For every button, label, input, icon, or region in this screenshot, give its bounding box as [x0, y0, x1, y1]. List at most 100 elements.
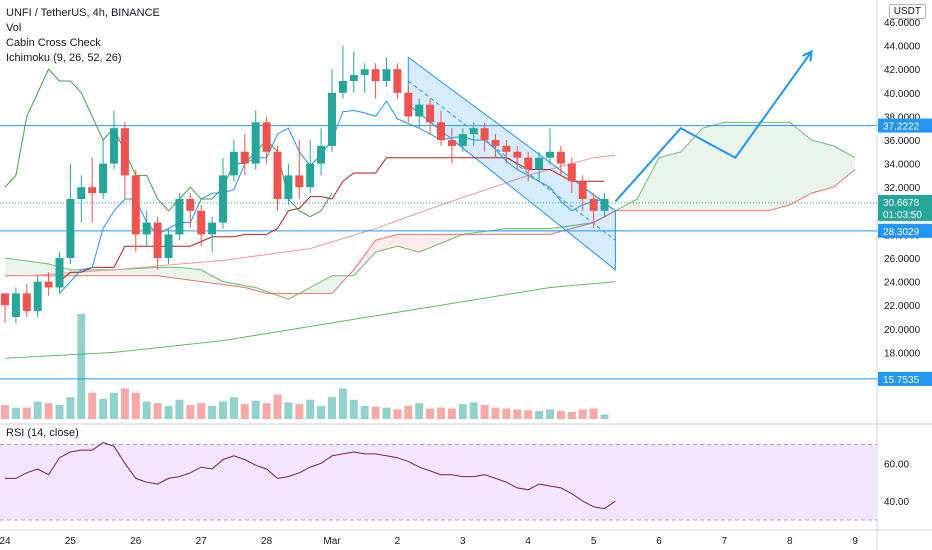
symbol-title[interactable]: UNFI / TetherUS, 4h, BINANCE — [6, 7, 160, 19]
volume-bar — [99, 398, 108, 419]
ichimoku-cloud-segment — [408, 234, 414, 251]
volume-bar — [22, 407, 31, 419]
candle — [338, 45, 347, 99]
volume-bar — [600, 414, 609, 419]
price-tick-label: 18.0000 — [884, 348, 921, 359]
candle — [208, 216, 217, 253]
candle-body — [284, 175, 293, 199]
ichimoku-cloud-segment — [217, 278, 223, 285]
ichimoku-cloud-segment — [157, 267, 164, 277]
ichimoku-cloud-segment — [288, 293, 294, 300]
ichimoku-cloud-segment — [708, 125, 714, 211]
volume-bar — [491, 407, 500, 419]
candle-body — [502, 145, 511, 152]
rsi-legend[interactable]: RSI (14, close) — [6, 427, 79, 439]
volume-bar — [578, 409, 587, 419]
bar-countdown-label: 01:03:50 — [883, 210, 922, 221]
ichimoku-cloud-segment — [773, 122, 779, 210]
time-tick-label: 7 — [722, 536, 728, 547]
volume-bar — [567, 412, 576, 419]
candle — [360, 63, 369, 93]
ichimoku-cloud-segment — [15, 259, 22, 276]
ichimoku-cloud-segment — [669, 153, 676, 211]
level-price-tag — [878, 223, 932, 238]
candle-body — [11, 293, 20, 317]
time-tick-label: 4 — [525, 536, 531, 547]
candle — [524, 151, 533, 182]
candle — [273, 145, 282, 211]
ichimoku-cloud-segment — [130, 268, 136, 276]
time-tick-label: 3 — [460, 536, 466, 547]
volume-bar — [251, 400, 260, 419]
volume-bar — [502, 408, 511, 419]
legend-ichimoku[interactable]: Ichimoku (9, 26, 52, 26) — [6, 52, 122, 64]
candle-body — [360, 69, 369, 76]
volume-bar — [404, 405, 413, 419]
ichimoku-cloud-segment — [37, 262, 44, 276]
ichimoku-cloud-segment — [424, 234, 431, 250]
candle — [371, 63, 380, 99]
candle — [458, 128, 467, 152]
candle — [99, 140, 108, 199]
candle-body — [317, 145, 326, 164]
level-price-tag — [878, 118, 932, 133]
ichimoku-cloud-segment — [724, 122, 730, 211]
ichimoku-cloud-segment — [675, 151, 681, 211]
candle-body — [600, 199, 609, 211]
time-tick-label: 6 — [656, 536, 662, 547]
candle-body — [513, 151, 522, 158]
volume-bar — [328, 397, 336, 419]
ichimoku-cloud-segment — [528, 228, 534, 235]
volume-bar — [1, 405, 9, 419]
price-tick-label: 46.0000 — [884, 18, 921, 29]
ichimoku-cloud-segment — [315, 281, 322, 294]
candle-body — [524, 157, 533, 170]
candle-body — [535, 157, 544, 170]
volume-bar — [393, 409, 402, 419]
price-tick-label: 34.0000 — [884, 160, 921, 171]
ichimoku-cloud-segment — [119, 269, 125, 276]
candle — [219, 157, 227, 229]
ichimoku-cloud-segment — [795, 126, 801, 202]
volume-bar — [120, 388, 129, 419]
rsi-band — [0, 444, 877, 520]
ichimoku-cloud-segment — [686, 140, 692, 211]
candle-body — [208, 222, 217, 235]
ichimoku-cloud-segment — [326, 275, 332, 294]
candle-body — [404, 92, 413, 117]
legend-cabin-cross-check[interactable]: Cabin Cross Check — [6, 37, 101, 49]
legend-vol[interactable]: Vol — [6, 22, 22, 34]
candle — [317, 128, 326, 176]
ichimoku-cloud-segment — [321, 278, 327, 294]
last-price-label: 30.6678 — [883, 198, 920, 209]
candle — [284, 163, 293, 205]
chart-legend: UNFI / TetherUS, 4h, BINANCE Vol Cabin C… — [6, 6, 160, 66]
ichimoku-cloud-segment — [190, 268, 196, 281]
ichimoku-cloud-segment — [108, 269, 114, 276]
volume-bar — [458, 404, 467, 419]
candle — [382, 57, 391, 87]
ichimoku-cloud-segment — [386, 235, 392, 250]
candle-body — [426, 104, 435, 123]
candle — [110, 110, 118, 170]
ichimoku-cloud-segment — [702, 126, 709, 211]
candle — [480, 122, 489, 152]
ichimoku-cloud-segment — [337, 275, 343, 288]
candle — [415, 98, 424, 129]
candle — [131, 169, 140, 253]
candle — [175, 193, 184, 241]
candle-body — [88, 187, 97, 194]
candle — [393, 63, 402, 99]
price-tick-label: 44.0000 — [884, 42, 921, 53]
candle-body — [99, 163, 108, 194]
volume-bar — [469, 402, 478, 419]
candle-body — [393, 69, 402, 93]
ichimoku-cloud-segment — [402, 234, 409, 250]
ichimoku-cloud-segment — [201, 269, 207, 283]
candle-body — [219, 175, 227, 223]
ichimoku-cloud-segment — [364, 247, 371, 264]
candle — [546, 128, 554, 164]
currency-unit-button[interactable]: USDT — [888, 4, 926, 19]
time-tick-label: 5 — [591, 536, 597, 547]
